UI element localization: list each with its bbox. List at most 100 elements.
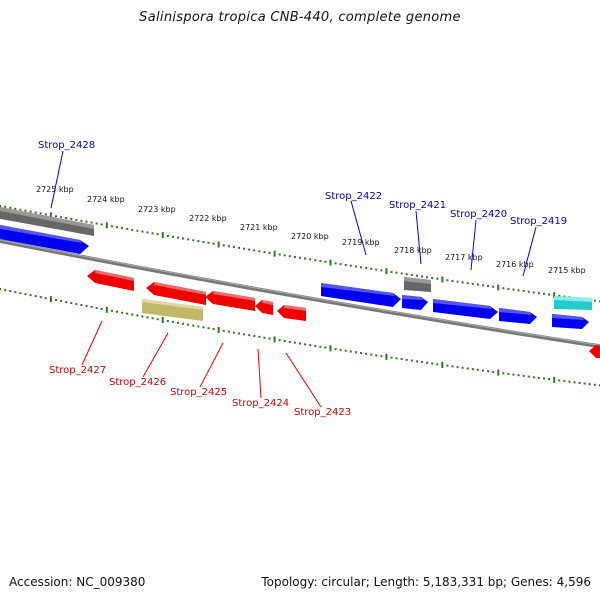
minor-tick xyxy=(34,211,37,214)
label-strop-2425[interactable]: Strop_2425 xyxy=(170,387,227,398)
gene-arrow-strop-2426[interactable] xyxy=(146,282,206,305)
minor-tick xyxy=(537,376,540,379)
minor-tick xyxy=(375,268,378,271)
minor-tick xyxy=(44,213,47,216)
minor-tick xyxy=(9,290,12,293)
minor-tick xyxy=(324,260,327,263)
minor-tick xyxy=(370,267,373,270)
minor-tick xyxy=(507,287,510,290)
minor-tick xyxy=(182,237,185,240)
minor-tick xyxy=(456,366,459,369)
minor-tick xyxy=(283,340,286,343)
label-strop-2422[interactable]: Strop_2422 xyxy=(325,191,382,202)
gene-arrow-strop-2427[interactable] xyxy=(87,270,134,291)
feature-olive[interactable] xyxy=(142,299,203,321)
kbp-label: 2717 kbp xyxy=(445,253,483,262)
minor-tick xyxy=(243,247,246,250)
minor-tick xyxy=(24,209,27,212)
label-strop-2424[interactable]: Strop_2424 xyxy=(232,398,289,409)
minor-tick xyxy=(14,291,17,294)
minor-tick xyxy=(390,356,393,359)
minor-tick xyxy=(593,299,596,302)
minor-tick xyxy=(212,328,215,331)
minor-tick xyxy=(446,364,449,367)
minor-tick xyxy=(238,246,240,249)
minor-tick xyxy=(171,235,174,238)
minor-tick xyxy=(517,374,520,377)
minor-tick xyxy=(466,367,469,370)
major-tick xyxy=(49,296,52,303)
minor-tick xyxy=(319,345,322,348)
minor-tick xyxy=(227,245,230,248)
minor-tick xyxy=(527,290,530,293)
minor-tick xyxy=(4,289,7,292)
minor-tick xyxy=(65,301,68,304)
minor-tick xyxy=(126,227,129,230)
minor-tick xyxy=(502,287,505,290)
minor-tick xyxy=(232,246,235,249)
minor-tick xyxy=(543,377,545,380)
minor-tick xyxy=(283,254,286,257)
label-strop-2423[interactable]: Strop_2423 xyxy=(294,407,351,418)
minor-tick xyxy=(354,351,357,354)
minor-tick xyxy=(60,300,63,303)
minor-tick xyxy=(288,255,291,258)
label-strop-2419[interactable]: Strop_2419 xyxy=(510,216,567,227)
minor-tick xyxy=(360,352,362,355)
minor-tick xyxy=(573,381,576,384)
minor-tick xyxy=(512,373,515,376)
minor-tick xyxy=(126,312,129,315)
minor-tick xyxy=(39,296,42,299)
lower-tick-track xyxy=(0,288,600,387)
minor-tick xyxy=(121,311,124,314)
label-strop-2428[interactable]: Strop_2428 xyxy=(38,140,95,151)
minor-tick xyxy=(166,234,169,237)
minor-tick xyxy=(110,309,113,312)
label-strop-2420[interactable]: Strop_2420 xyxy=(450,209,507,220)
label-strop-2427[interactable]: Strop_2427 xyxy=(49,365,106,376)
minor-tick xyxy=(593,383,596,386)
kbp-label: 2715 kbp xyxy=(548,266,586,275)
minor-tick xyxy=(558,379,561,382)
label-strop-2421[interactable]: Strop_2421 xyxy=(389,200,446,211)
major-tick xyxy=(105,306,108,313)
major-tick xyxy=(497,369,500,376)
minor-tick xyxy=(136,229,139,232)
minor-tick xyxy=(415,360,418,363)
minor-tick xyxy=(339,263,342,266)
minor-tick xyxy=(95,306,98,309)
gene-arrow-far-right-reverse[interactable] xyxy=(589,345,600,358)
major-tick xyxy=(497,284,500,291)
label-strop-2426[interactable]: Strop_2426 xyxy=(109,377,166,388)
minor-tick xyxy=(85,305,88,308)
major-tick xyxy=(161,232,164,239)
forward-features xyxy=(0,206,592,329)
minor-tick xyxy=(187,238,190,241)
minor-tick xyxy=(278,339,281,342)
minor-tick xyxy=(461,281,464,284)
minor-tick xyxy=(400,358,403,361)
minor-tick xyxy=(192,239,195,242)
minor-tick xyxy=(136,314,139,317)
minor-tick xyxy=(548,378,551,381)
minor-tick xyxy=(95,222,98,225)
minor-tick xyxy=(507,372,510,375)
minor-tick xyxy=(446,279,449,282)
minor-tick xyxy=(293,255,296,258)
minor-tick xyxy=(222,244,225,247)
minor-tick xyxy=(476,283,479,286)
minor-tick xyxy=(70,302,73,305)
minor-tick xyxy=(85,220,88,223)
reverse-features xyxy=(87,270,600,358)
minor-tick xyxy=(502,372,505,375)
major-tick xyxy=(49,212,52,219)
major-tick xyxy=(161,317,164,324)
minor-tick xyxy=(415,274,418,277)
minor-tick xyxy=(248,334,251,337)
minor-tick xyxy=(207,241,210,244)
kbp-label: 2720 kbp xyxy=(291,232,329,241)
minor-tick xyxy=(24,293,27,296)
minor-tick xyxy=(202,326,205,329)
minor-tick xyxy=(253,249,256,252)
